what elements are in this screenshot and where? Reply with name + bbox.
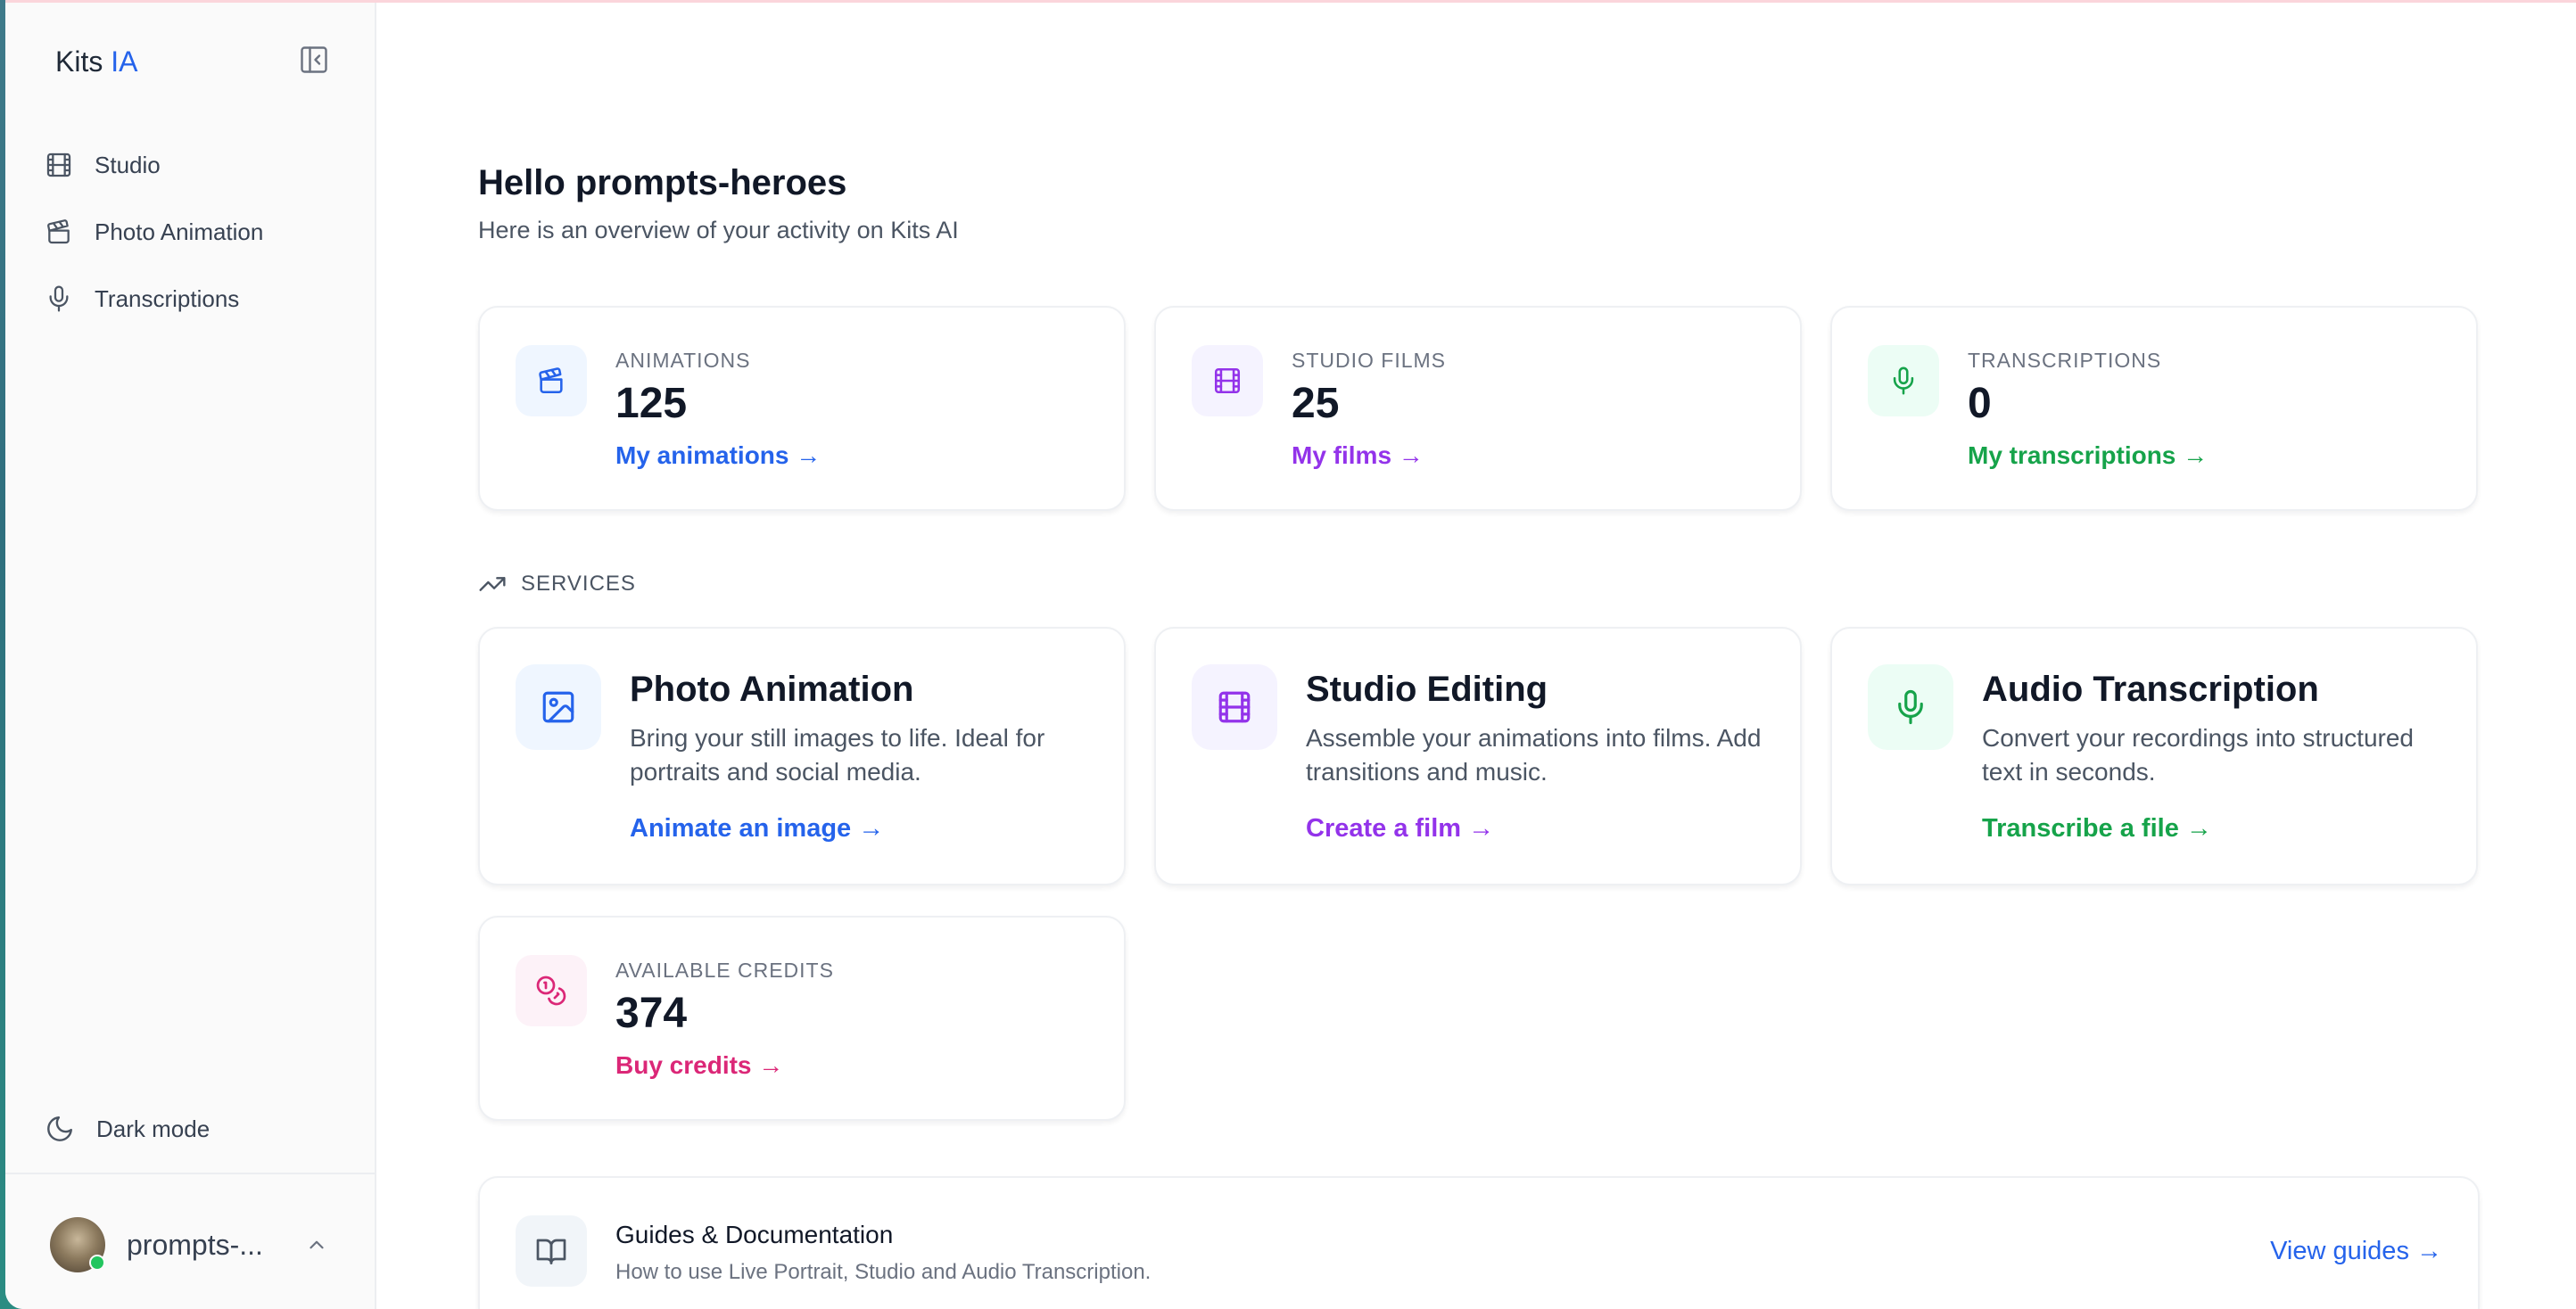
stat-value: 374 [615,990,688,1037]
brand-main: Kits [55,45,103,78]
app-window: Kits IA Studio Photo Animation [5,0,2576,1309]
service-card-photo-animation[interactable]: Photo Animation Bring your still images … [478,627,1126,885]
create-film-link[interactable]: Create a film → [1306,814,1495,843]
view-guides-link[interactable]: View guides → [2270,1237,2442,1265]
animate-image-link[interactable]: Animate an image → [630,814,885,843]
guides-title: Guides & Documentation [615,1221,894,1248]
user-menu[interactable]: prompts-... [50,1215,344,1274]
my-films-link[interactable]: My films → [1292,441,1424,469]
service-description: Bring your still images to life. Ideal f… [630,724,1045,786]
stat-card-transcriptions: TRANSCRIPTIONS 0 My transcriptions → [1830,306,2478,511]
sidebar-collapse-icon [301,46,327,73]
collapse-sidebar-button[interactable] [296,42,332,78]
avatar [50,1217,105,1272]
clapperboard-icon [47,219,70,244]
stat-label: STUDIO FILMS [1292,349,1447,372]
sidebar-item-label: Photo Animation [95,218,264,245]
service-description: Assemble your animations into films. Add… [1306,724,1762,786]
brand-logo[interactable]: Kits IA [55,45,137,78]
dark-mode-label: Dark mode [96,1115,211,1142]
stat-card-animations: ANIMATIONS 125 My animations → [478,306,1126,511]
sidebar-item-photo-animation[interactable]: Photo Animation [41,203,344,260]
microphone-icon [49,285,69,312]
chevron-up-icon [310,1240,324,1249]
microphone-icon [1868,345,1939,416]
service-description: Convert your recordings into structured … [1982,724,2414,786]
film-icon [1192,345,1263,416]
stat-label: TRANSCRIPTIONS [1968,349,2162,372]
film-icon [46,152,71,177]
sidebar-item-label: Studio [95,151,161,178]
image-icon [516,664,601,750]
service-title: Photo Animation [630,670,914,709]
my-transcriptions-link[interactable]: My transcriptions → [1968,441,2209,469]
sidebar-nav: Studio Photo Animation Transcriptions [41,136,344,337]
sidebar-item-transcriptions[interactable]: Transcriptions [41,270,344,327]
page-title: Hello prompts-heroes [478,163,847,202]
stat-label: AVAILABLE CREDITS [615,959,834,982]
stat-value: 25 [1292,380,1340,427]
coins-icon [516,955,587,1026]
buy-credits-link[interactable]: Buy credits → [615,1051,784,1079]
dark-mode-toggle[interactable]: Dark mode [45,1114,210,1144]
brand-accent: IA [111,45,138,78]
microphone-icon [1868,664,1953,750]
stat-card-studio-films: STUDIO FILMS 25 My films → [1154,306,1802,511]
trending-up-icon [479,577,506,591]
guides-description: How to use Live Portrait, Studio and Aud… [615,1260,1152,1284]
page-subtitle: Here is an overview of your activity on … [478,217,959,243]
service-card-audio-transcription[interactable]: Audio Transcription Convert your recordi… [1830,627,2478,885]
main-content: Hello prompts-heroes Here is an overview… [478,3,2480,1309]
stat-card-credits: AVAILABLE CREDITS 374 Buy credits → [478,916,1126,1121]
user-name: prompts-... [127,1228,263,1261]
sidebar-item-studio[interactable]: Studio [41,136,344,193]
section-label-text: SERVICES [521,572,636,596]
guides-card: Guides & Documentation How to use Live P… [478,1176,2480,1309]
film-icon [1192,664,1277,750]
services-section-label: SERVICES [478,570,636,598]
moon-icon [47,1116,72,1141]
service-title: Studio Editing [1306,670,1548,709]
clapperboard-icon [516,345,587,416]
sidebar: Kits IA Studio Photo Animation [5,3,376,1309]
sidebar-item-label: Transcriptions [95,284,240,312]
stat-label: ANIMATIONS [615,349,751,372]
stat-value: 125 [615,380,688,427]
service-title: Audio Transcription [1982,670,2319,709]
transcribe-file-link[interactable]: Transcribe a file → [1982,814,2212,843]
stat-value: 0 [1968,380,1992,427]
book-icon [516,1215,587,1287]
service-card-studio-editing[interactable]: Studio Editing Assemble your animations … [1154,627,1802,885]
sidebar-divider [5,1173,375,1174]
my-animations-link[interactable]: My animations → [615,441,822,469]
